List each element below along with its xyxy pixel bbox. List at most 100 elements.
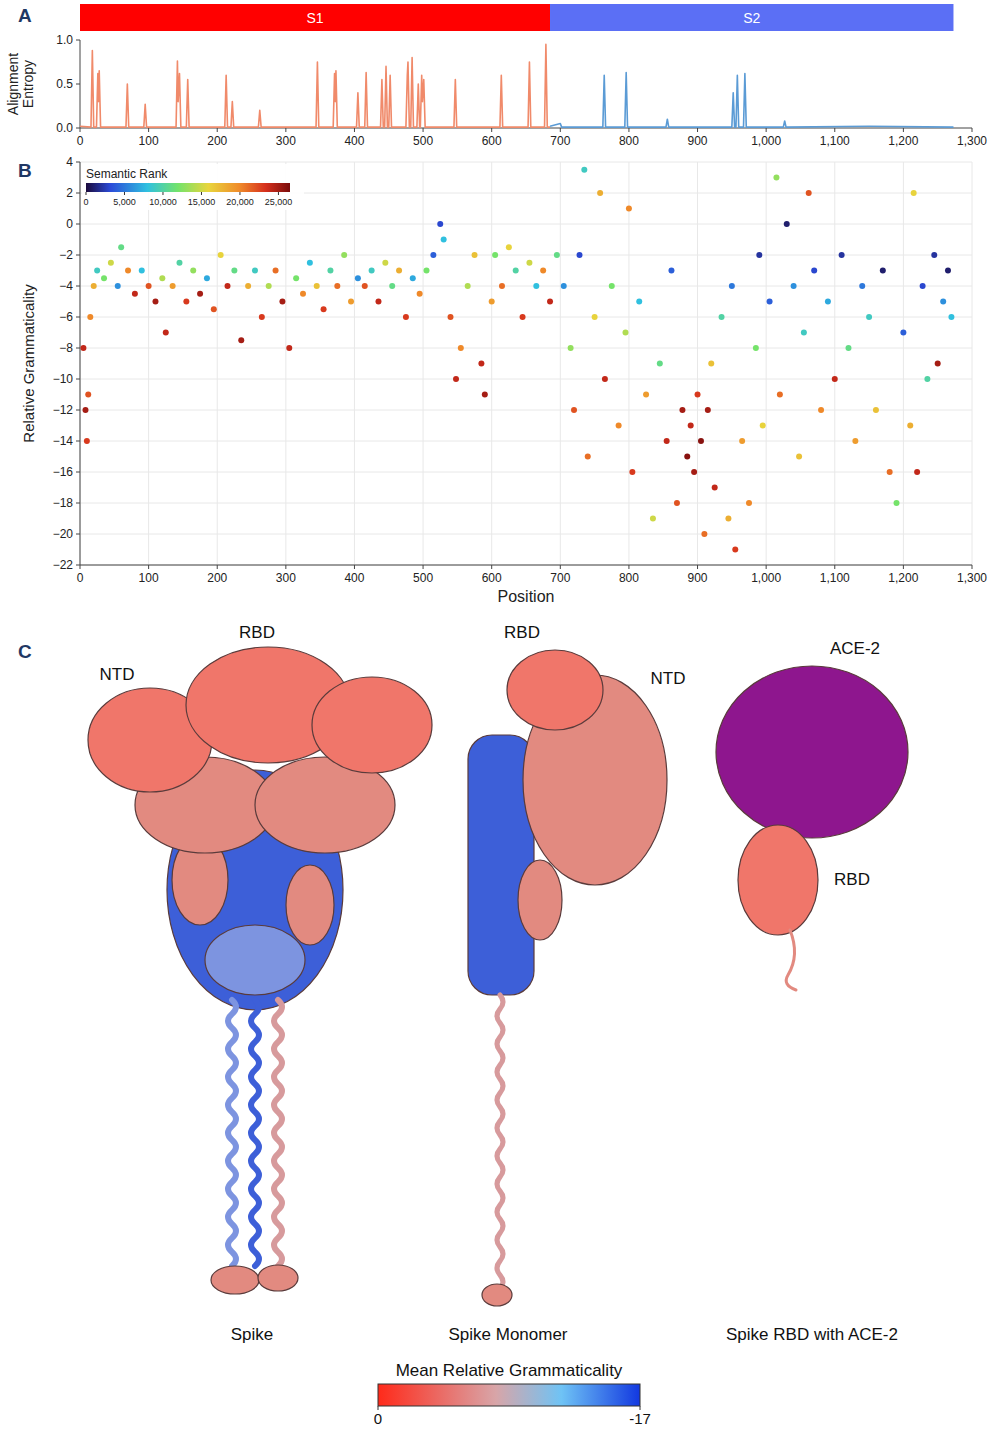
grid-line <box>766 162 767 565</box>
point <box>396 268 402 274</box>
point <box>211 306 217 312</box>
point <box>478 361 484 367</box>
domain-bar <box>550 4 953 31</box>
point <box>636 299 642 305</box>
point <box>712 485 718 491</box>
x-tick <box>354 565 355 569</box>
y-tick <box>76 162 80 163</box>
x-tick-label: 800 <box>619 571 639 585</box>
point <box>914 469 920 475</box>
y-tick-label: −14 <box>53 434 74 448</box>
point <box>424 268 430 274</box>
structure-label: NTD <box>651 669 686 688</box>
x-tick-label: 1,200 <box>888 134 918 148</box>
grid-line <box>628 162 629 565</box>
point <box>218 252 224 258</box>
x-tick-label: 500 <box>413 134 433 148</box>
point <box>176 260 182 266</box>
foot <box>211 1266 259 1294</box>
plot-area <box>80 44 953 127</box>
point <box>866 314 872 320</box>
x-tick <box>285 565 286 569</box>
x-tick-label: 300 <box>276 571 296 585</box>
grid-line <box>80 472 972 473</box>
grid-line <box>423 162 424 565</box>
point <box>945 268 951 274</box>
rbd-tail <box>786 930 796 990</box>
point <box>492 252 498 258</box>
point <box>307 260 313 266</box>
x-tick-label: 1,200 <box>888 571 918 585</box>
y-tick <box>76 503 80 504</box>
point <box>389 283 395 289</box>
point <box>629 469 635 475</box>
y-tick <box>76 534 80 535</box>
colorbar-tick-label: 25,000 <box>265 197 293 207</box>
point <box>650 516 656 522</box>
foot <box>258 1265 298 1291</box>
point <box>756 252 762 258</box>
point <box>293 275 299 281</box>
helix <box>274 1000 282 1266</box>
point <box>327 268 333 274</box>
colorbar <box>378 1384 640 1406</box>
point <box>811 268 817 274</box>
point <box>286 345 292 351</box>
x-tick-label: 800 <box>619 134 639 148</box>
point <box>540 268 546 274</box>
x-tick-label: 400 <box>344 571 364 585</box>
point <box>931 252 937 258</box>
point <box>238 337 244 343</box>
x-tick <box>80 565 81 569</box>
x-tick-label: 600 <box>482 134 502 148</box>
y-tick <box>76 286 80 287</box>
point <box>753 345 759 351</box>
grid-line <box>80 410 972 411</box>
x-tick-label: 100 <box>139 134 159 148</box>
point <box>746 500 752 506</box>
x-tick <box>491 565 492 569</box>
point <box>382 260 388 266</box>
point <box>547 299 553 305</box>
point <box>489 299 495 305</box>
point <box>784 221 790 227</box>
structure-title: Spike Monomer <box>448 1325 567 1344</box>
point <box>845 345 851 351</box>
colorbar-tick-label: 5,000 <box>113 197 136 207</box>
point <box>907 423 913 429</box>
grid-line <box>80 317 972 318</box>
x-tick <box>148 565 149 569</box>
x-tick <box>285 128 286 132</box>
point <box>417 291 423 297</box>
y-tick <box>76 255 80 256</box>
x-tick-label: 1,300 <box>957 134 987 148</box>
point <box>314 283 320 289</box>
grid-line <box>903 162 904 565</box>
x-axis-title: Position <box>498 588 555 605</box>
plot-area <box>80 167 954 553</box>
x-tick <box>148 128 149 132</box>
point <box>533 283 539 289</box>
point <box>506 244 512 250</box>
y-tick-label: 0.5 <box>56 77 73 91</box>
y-tick <box>76 472 80 473</box>
point <box>679 407 685 413</box>
y-tick-label: −20 <box>53 527 74 541</box>
point <box>139 268 145 274</box>
y-tick-label: 0 <box>66 217 73 231</box>
point <box>852 438 858 444</box>
grid-line <box>80 534 972 535</box>
x-tick <box>766 565 767 569</box>
point <box>190 268 196 274</box>
panel-letter: C <box>18 641 32 662</box>
x-tick <box>834 128 835 132</box>
grid-line <box>972 162 973 565</box>
point <box>266 283 272 289</box>
point <box>231 268 237 274</box>
point <box>732 547 738 553</box>
y-tick-label: −4 <box>59 279 73 293</box>
grid-line <box>80 255 972 256</box>
structure-region <box>205 925 305 995</box>
point <box>581 167 587 173</box>
point <box>84 438 90 444</box>
